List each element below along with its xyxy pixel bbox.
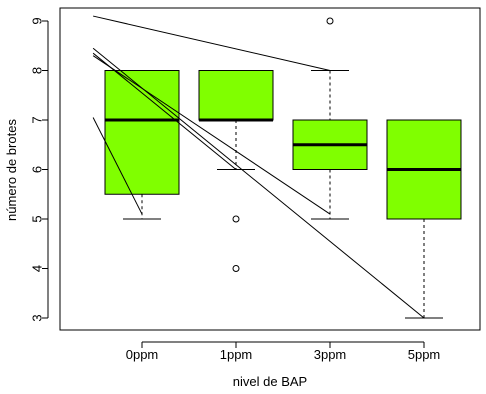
y-tick-label: 9: [29, 17, 44, 24]
plot-frame: [59, 7, 481, 331]
box-body: [198, 70, 274, 121]
box-body: [104, 70, 180, 195]
overlay-line: [93, 15, 331, 71]
x-tick-label: 1ppm: [220, 347, 253, 362]
box-1ppm: [198, 70, 274, 272]
box-0ppm: [104, 70, 180, 220]
boxes: [104, 17, 462, 319]
overlay-line: [92, 55, 331, 215]
x-tick-label: 5ppm: [408, 347, 441, 362]
y-axis-title: número de brotes: [4, 119, 19, 221]
y-tick-label: 5: [29, 215, 44, 222]
x-tick-label: 0ppm: [126, 347, 159, 362]
x-axis: 0ppm 1ppm 3ppm 5ppm: [126, 341, 441, 362]
outlier-point: [326, 17, 334, 25]
y-tick-label: 4: [29, 265, 44, 272]
x-axis-title: nivel de BAP: [233, 374, 307, 389]
overlay-line: [92, 52, 237, 170]
overlay-lines: [92, 15, 425, 319]
outlier-point: [232, 265, 240, 272]
y-tick-label: 8: [29, 67, 44, 74]
box-3ppm: [292, 17, 368, 220]
x-tick-label: 3ppm: [314, 347, 347, 362]
outlier-point: [232, 215, 240, 223]
overlay-line: [92, 117, 143, 215]
y-tick-label: 3: [29, 314, 44, 321]
overlay-line: [92, 47, 425, 319]
y-tick-label: 6: [29, 166, 44, 173]
box-5ppm: [386, 119, 462, 319]
y-tick-label: 7: [29, 116, 44, 123]
y-axis: 3 4 5 6 7 8 9: [29, 17, 49, 322]
